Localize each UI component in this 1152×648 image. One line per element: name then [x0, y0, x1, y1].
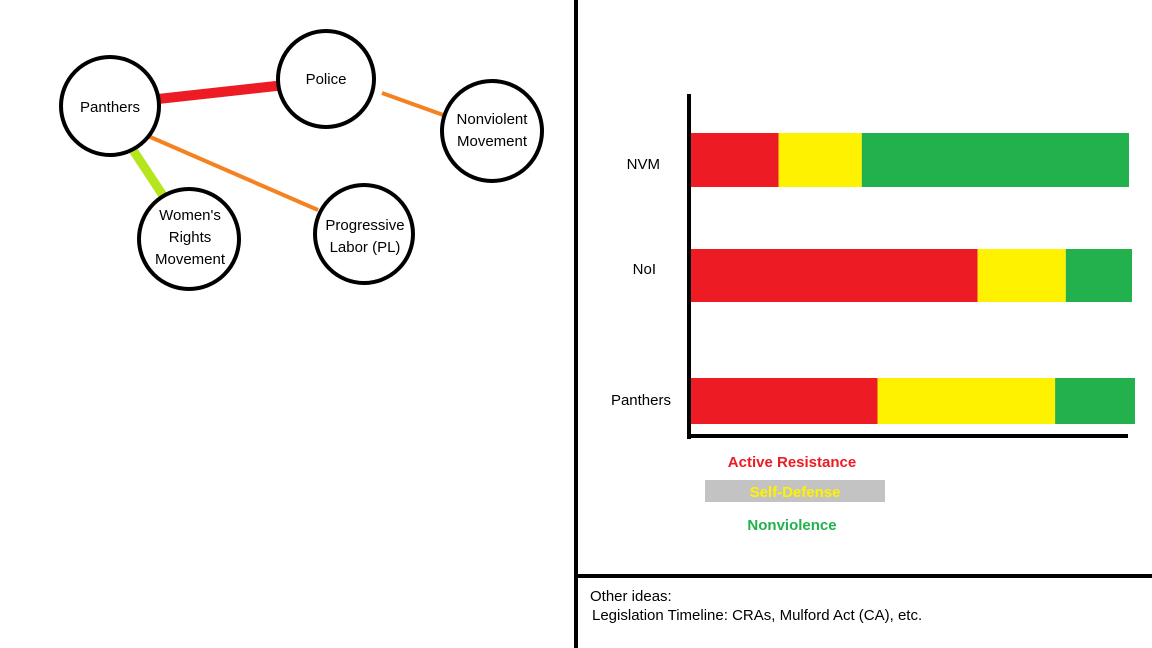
notes-heading: Other ideas:: [590, 588, 672, 605]
node-label: Panthers: [80, 99, 140, 116]
node-label: Movement: [457, 133, 528, 150]
bar-noi-active-resistance: [691, 249, 978, 302]
bar-panthers-active-resistance: [691, 378, 878, 424]
bar-noi-nonviolence: [1065, 249, 1132, 302]
bar-panthers-self-defense: [877, 378, 1056, 424]
node-circle: [59, 55, 161, 157]
node-circle: [137, 187, 241, 291]
category-label-noi: NoI: [633, 261, 656, 278]
node-label: Nonviolent: [457, 111, 529, 128]
notes-panel: Other ideas: Legislation Timeline: CRAs,…: [590, 588, 922, 624]
bar-panthers-nonviolence: [1055, 378, 1135, 424]
link-panthers-womens: [129, 147, 168, 200]
link-panthers-police: [157, 80, 286, 104]
bar-nvm-active-resistance: [691, 133, 779, 187]
bar-chart: NVM NoI Panthers Active Resistance Self-…: [611, 94, 1135, 534]
node-womens-rights-movement: Women's Rights Movement: [137, 187, 241, 291]
notes-line: Legislation Timeline: CRAs, Mulford Act …: [592, 607, 922, 624]
node-label: Police: [306, 71, 347, 88]
link-panthers-pl: [147, 134, 319, 212]
chart-legend: Active Resistance Self-Defense Nonviolen…: [705, 454, 885, 534]
category-label-nvm: NVM: [627, 156, 660, 173]
legend-nonviolence: Nonviolence: [747, 517, 836, 534]
legend-self-defense: Self-Defense: [750, 484, 841, 501]
network-diagram: Panthers Police Nonviolent Movement Wome…: [59, 29, 544, 291]
node-label: Movement: [155, 251, 226, 268]
node-circle: [440, 79, 544, 183]
node-progressive-labor: Progressive Labor (PL): [313, 183, 415, 285]
legend-highlight: [705, 480, 885, 502]
category-label-panthers: Panthers: [611, 392, 671, 409]
chart-bars: [691, 133, 1135, 424]
node-nonviolent-movement: Nonviolent Movement: [440, 79, 544, 183]
bar-nvm-nonviolence: [861, 133, 1129, 187]
diagram-links: [129, 80, 447, 212]
link-police-nonviolent: [381, 91, 447, 118]
node-police: Police: [276, 29, 376, 129]
node-label: Progressive: [325, 217, 404, 234]
node-circle: [313, 183, 415, 285]
node-circle: [276, 29, 376, 129]
legend-active-resistance: Active Resistance: [728, 454, 856, 471]
node-label: Labor (PL): [330, 239, 401, 256]
node-label: Rights: [169, 229, 212, 246]
bar-nvm-self-defense: [778, 133, 862, 187]
node-panthers: Panthers: [59, 55, 161, 157]
bar-noi-self-defense: [977, 249, 1066, 302]
node-label: Women's: [159, 207, 221, 224]
